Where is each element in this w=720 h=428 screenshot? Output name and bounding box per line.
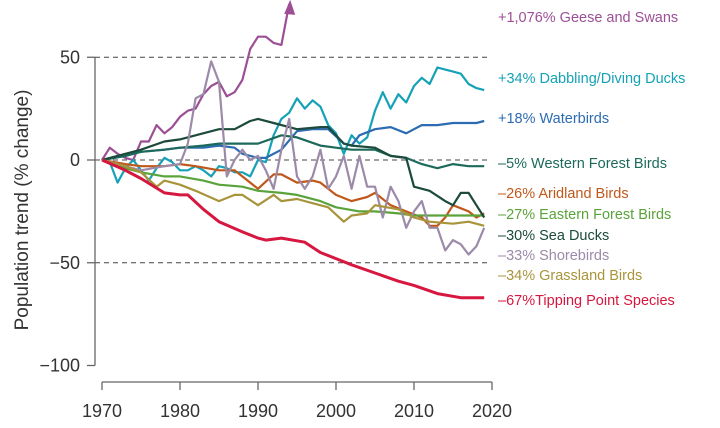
series-label-grassland-birds: –34% Grassland Birds	[498, 268, 642, 284]
y-tick-label: −50	[49, 253, 80, 273]
y-axis-label: Population trend (% change)	[12, 90, 33, 331]
series-labels: +1,076% Geese and Swans +34% Dabbling/Div…	[498, 10, 685, 309]
x-tick-label: 2020	[472, 401, 512, 421]
series-line-tipping-point-species	[101, 158, 485, 300]
x-tick-label: 2010	[394, 401, 434, 421]
x-tick-label: 2000	[316, 401, 356, 421]
series-line-geese-and-swans	[101, 3, 291, 162]
series-label-waterbirds: +18% Waterbirds	[498, 111, 609, 127]
series-label-shorebirds: –33% Shorebirds	[498, 248, 609, 264]
series-label-geese-and-swans: +1,076% Geese and Swans	[498, 10, 678, 26]
series-line-eastern-forest-birds	[101, 158, 485, 217]
axes: 50 0 −50 −100 1970 1980 1990 2000 2010 2020	[39, 47, 512, 421]
series-label-western-forest-birds: –5% Western Forest Birds	[498, 156, 667, 172]
series-label-sea-ducks: –30% Sea Ducks	[498, 228, 609, 244]
series-lines	[101, 0, 486, 300]
arrow-icon	[284, 0, 296, 15]
series-line-western-forest-birds	[101, 134, 485, 170]
y-tick-label: 50	[60, 47, 80, 67]
x-tick-label: 1980	[160, 401, 200, 421]
series-line-dabblingdiving-ducks	[101, 66, 485, 184]
x-tick-label: 1970	[82, 401, 122, 421]
series-label-aridland-birds: –26% Aridland Birds	[498, 186, 629, 202]
gridlines	[95, 56, 490, 264]
series-label-eastern-forest-birds: –27% Eastern Forest Birds	[498, 207, 671, 223]
series-label-dabblingdiving-ducks: +34% Dabbling/Diving Ducks	[498, 71, 685, 87]
series-line-shorebirds	[101, 60, 486, 256]
y-tick-label: 0	[70, 150, 80, 170]
x-tick-label: 1990	[238, 401, 278, 421]
series-line-grassland-birds	[101, 158, 485, 227]
y-tick-label: −100	[39, 356, 80, 376]
series-label-tipping-point-species: –67%Tipping Point Species	[498, 293, 675, 309]
